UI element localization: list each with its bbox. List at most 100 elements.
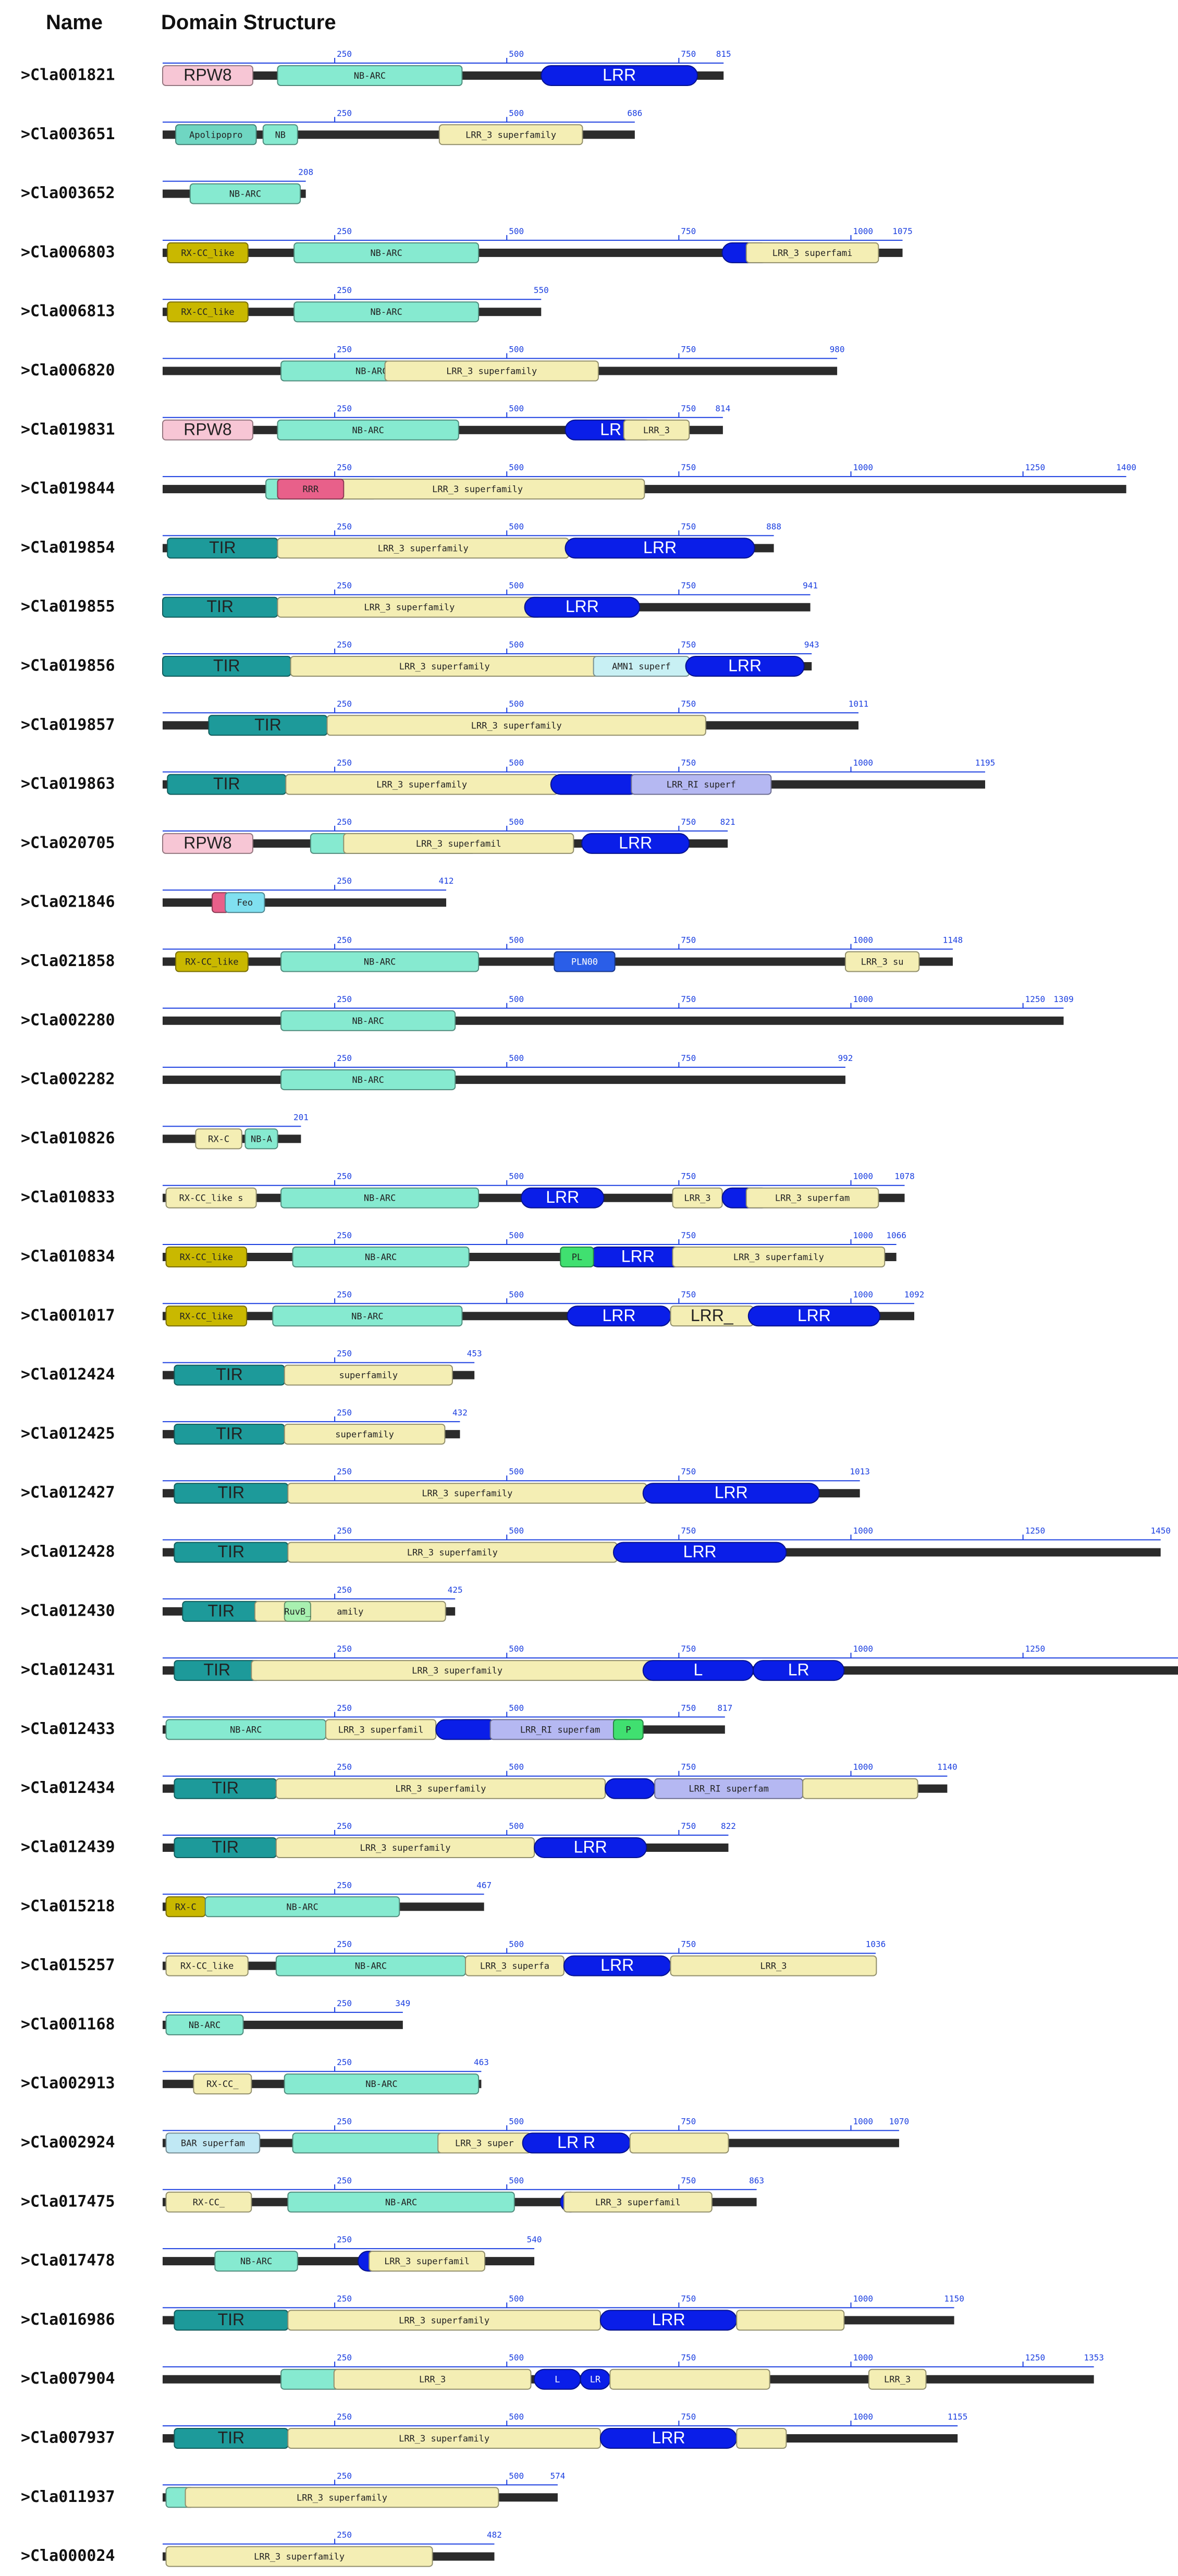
protein-backbone	[163, 898, 447, 907]
length-label: 201	[293, 1112, 309, 1122]
domain	[343, 833, 574, 854]
ruler-tick-label: 750	[681, 2412, 696, 2422]
ruler-tick-label: 250	[337, 758, 352, 768]
length-label: 1011	[849, 699, 869, 709]
length-label: 1075	[892, 226, 913, 236]
domain-label: RPW8	[183, 65, 231, 84]
domain	[802, 1778, 918, 1799]
domain-label: LRR_3 superfamily	[360, 1843, 450, 1853]
domain-label: LRR_3 superfamily	[471, 721, 562, 731]
domain-label: LRR_3 superfamily	[733, 1252, 824, 1263]
domain-label: NB-ARC	[355, 1961, 387, 1972]
protein-name: >Cla019863	[21, 775, 115, 793]
protein-name: >Cla006813	[21, 302, 115, 321]
length-label: 1070	[889, 2117, 910, 2127]
ruler-tick-label: 750	[681, 404, 696, 413]
ruler-tick-label: 1000	[853, 758, 874, 768]
domain	[736, 2310, 845, 2331]
domain	[175, 951, 249, 972]
domain	[165, 1305, 248, 1327]
domain-label: LRR	[652, 2310, 685, 2329]
length-label: 432	[452, 1408, 468, 1418]
ruler-tick-label: 250	[337, 1171, 352, 1181]
ruler-tick-label: 1000	[853, 2293, 874, 2303]
domain	[541, 65, 698, 86]
protein-name: >Cla012425	[21, 1424, 115, 1443]
ruler-tick-label: 500	[509, 108, 524, 118]
ruler-tick-label: 250	[337, 226, 352, 236]
domain	[520, 1187, 605, 1208]
domain-label: LRR_3	[760, 1961, 787, 1972]
domain-label: TIR	[207, 1601, 235, 1620]
domain-label: RX-CC_like	[180, 1961, 234, 1972]
length-label: 467	[476, 1880, 492, 1890]
domain-label: LRR	[546, 1188, 579, 1206]
ruler-tick-label: 1000	[853, 1230, 874, 1240]
domain	[167, 242, 249, 263]
ruler-tick-label: 1250	[1025, 462, 1046, 472]
ruler-tick-label: 500	[509, 817, 524, 827]
length-label: 1013	[850, 1467, 870, 1476]
domain	[162, 65, 253, 86]
domain-label: TIR	[204, 1661, 231, 1679]
ruler-tick-label: 250	[337, 1998, 352, 2008]
domain-label: NB	[275, 130, 286, 140]
ruler-tick-label: 250	[337, 1526, 352, 1536]
length-label: 1140	[937, 1762, 958, 1772]
domain-label: LRR	[652, 2428, 685, 2447]
ruler-tick-label: 750	[681, 817, 696, 827]
ruler-tick-label: 750	[681, 1526, 696, 1536]
domain	[642, 1483, 820, 1504]
ruler-tick-label: 250	[337, 108, 352, 118]
domain-label: amily	[337, 1607, 363, 1617]
ruler-tick-label: 750	[681, 1644, 696, 1654]
domain	[333, 2369, 532, 2390]
length-label: 1078	[894, 1171, 915, 1181]
domain-label: TIR	[254, 715, 281, 734]
domain-label: LRR_3 superfamil	[338, 1725, 424, 1735]
ruler-tick-label: 500	[509, 1053, 524, 1063]
ruler-tick-label: 250	[337, 1053, 352, 1063]
domain	[189, 183, 301, 204]
domain-label: LRR_3 superfamil	[384, 2256, 470, 2267]
ruler-tick-label: 1000	[853, 462, 874, 472]
domain-label: NB-ARC	[370, 307, 402, 318]
length-label: 888	[766, 521, 781, 531]
ruler-tick-label: 1000	[853, 1289, 874, 1299]
length-label: 550	[534, 285, 549, 295]
domain	[745, 242, 879, 263]
ruler-tick-label: 250	[337, 521, 352, 531]
domain-label: superfamily	[335, 1430, 394, 1440]
protein-name: >Cla001168	[21, 2015, 115, 2033]
domain	[165, 1247, 248, 1267]
domain	[435, 1719, 499, 1740]
ruler-tick-label: 500	[509, 49, 524, 59]
ruler-tick-label: 750	[681, 699, 696, 709]
ruler-tick-label: 250	[337, 2176, 352, 2186]
domain-label: LRR_3 superfam	[775, 1193, 850, 1204]
protein-name: >Cla002282	[21, 1070, 115, 1089]
domain-label: NB-ARC	[370, 248, 402, 259]
protein-name: >Cla017478	[21, 2252, 115, 2270]
domain	[284, 1601, 311, 1622]
domain-label: NB-ARC	[352, 425, 384, 436]
domain	[214, 2251, 298, 2272]
domain-label: LRR_	[691, 1306, 734, 1325]
protein-name: >Cla012427	[21, 1484, 115, 1502]
domain-label: LRR_RI superfam	[689, 1784, 769, 1794]
domain	[284, 1423, 446, 1445]
ruler-tick-label: 750	[681, 226, 696, 236]
protein-name: >Cla017475	[21, 2192, 115, 2211]
ruler-tick-label: 750	[681, 935, 696, 945]
domain-label: LRR_3 super	[455, 2139, 514, 2149]
domain-label: LRR_3 superfamil	[416, 839, 501, 849]
length-label: 686	[627, 108, 642, 118]
protein-name: >Cla006803	[21, 243, 115, 261]
length-label: 941	[803, 581, 818, 591]
domain	[293, 301, 480, 323]
ruler-tick-label: 250	[337, 817, 352, 827]
domain-label: RX-C	[175, 1902, 197, 1912]
ruler-tick-label: 1000	[853, 2353, 874, 2363]
protein-name: >Cla012434	[21, 1779, 115, 1797]
